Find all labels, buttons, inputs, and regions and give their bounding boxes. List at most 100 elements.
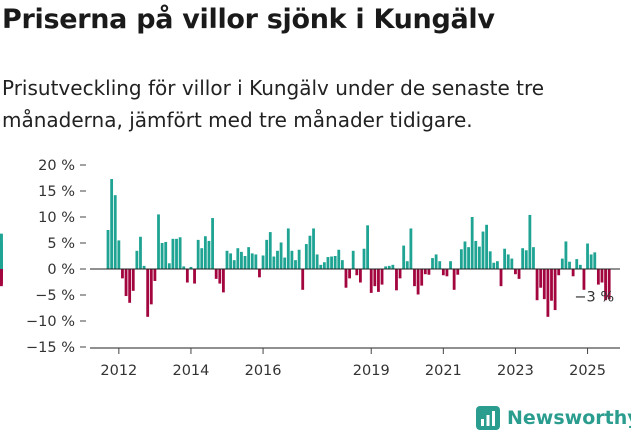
bar-positive — [135, 250, 139, 269]
bar-negative — [571, 269, 575, 277]
y-axis: 20 % 15 % 10 % 5 % 0 % −5 % −10 % −15 % — [26, 158, 86, 356]
bar-negative — [535, 269, 539, 301]
y-tick-label: −10 % — [26, 314, 75, 330]
bar-positive — [459, 249, 463, 269]
bar-negative — [398, 269, 402, 279]
y-tick-label: 15 % — [38, 184, 75, 200]
bar-negative — [193, 269, 196, 284]
bar-positive — [510, 258, 514, 269]
bar-positive — [575, 259, 579, 269]
bar-positive — [308, 235, 312, 269]
bar-negative — [222, 269, 225, 293]
bar-positive — [139, 236, 142, 269]
bar-positive — [474, 240, 478, 269]
bar-positive — [488, 251, 492, 269]
bar-positive — [268, 232, 272, 269]
bar-positive — [524, 250, 528, 269]
bar-positive — [586, 243, 589, 269]
bar-positive — [160, 243, 164, 269]
bar-positive — [470, 217, 474, 269]
bar-negative — [604, 269, 607, 301]
bar-positive — [503, 248, 507, 269]
bar-positive — [250, 253, 254, 269]
bar-negative — [600, 269, 604, 283]
bar-positive — [589, 254, 593, 269]
x-axis: 2012 2014 2016 2019 2021 2023 2025 — [100, 348, 606, 379]
bar-negative — [427, 269, 431, 275]
bar-positive — [0, 260, 3, 269]
bar-positive — [330, 256, 333, 269]
bar-negative — [124, 269, 128, 297]
x-tick-label: 2021 — [425, 363, 462, 379]
bar-positive — [312, 228, 315, 269]
bar-positive — [409, 228, 413, 269]
bar-positive — [337, 249, 341, 269]
y-tick-label: 5 % — [47, 236, 75, 252]
bar-positive — [272, 256, 276, 269]
x-tick-label: 2014 — [172, 363, 209, 379]
bar-negative — [344, 269, 348, 288]
bar-negative — [149, 269, 153, 305]
bar-negative — [517, 269, 521, 279]
bar-positive — [492, 262, 496, 269]
bar-positive — [315, 254, 319, 269]
bar-positive — [106, 230, 110, 269]
bar-negative — [441, 269, 445, 276]
bar-negative — [416, 269, 420, 295]
bar-positive — [254, 254, 258, 269]
x-tick-label: 2025 — [569, 363, 606, 379]
bar-positive — [304, 244, 308, 269]
bar-positive — [477, 246, 481, 269]
bar-positive — [175, 238, 178, 269]
bar-positive — [362, 248, 366, 269]
bar-negative — [413, 269, 416, 287]
bar-positive — [200, 248, 204, 269]
bar-negative — [553, 269, 557, 311]
bar-negative — [377, 269, 380, 292]
bar-positive — [578, 264, 582, 269]
bar-positive — [225, 250, 229, 269]
y-tick-label: 0 % — [47, 262, 75, 278]
bar-negative — [557, 269, 561, 276]
bar-negative — [355, 269, 359, 276]
bar-positive — [182, 266, 186, 269]
bar-negative — [0, 269, 3, 284]
x-tick-label: 2012 — [100, 363, 137, 379]
bar-positive — [449, 261, 452, 269]
bar-negative — [607, 269, 611, 300]
bar-negative — [348, 269, 351, 279]
bar-positive — [340, 260, 344, 269]
page-title: Priserna på villor sjönk i Kungälv — [2, 4, 495, 35]
bar-negative — [582, 269, 586, 290]
bar-positive — [481, 231, 485, 269]
bar-positive — [171, 238, 175, 269]
bar-negative — [131, 269, 135, 291]
bar-negative — [546, 269, 550, 317]
bar-negative — [218, 269, 222, 284]
bar-positive — [276, 250, 279, 269]
bar-positive — [521, 248, 525, 269]
bar-negative — [121, 269, 124, 279]
bar-positive — [167, 263, 171, 269]
bar-positive — [326, 257, 330, 269]
bar-positive — [506, 254, 510, 269]
bar-positive — [294, 260, 297, 269]
bars-group — [0, 179, 611, 317]
bar-negative — [395, 269, 398, 291]
bar-negative — [452, 269, 456, 290]
bar-positive — [178, 237, 182, 269]
bar-negative — [369, 269, 373, 293]
bar-positive — [366, 225, 370, 269]
bar-negative — [359, 269, 362, 283]
bar-positive — [142, 265, 146, 269]
x-tick-label: 2016 — [245, 363, 282, 379]
bar-positive — [467, 247, 470, 269]
y-tick-label: 10 % — [38, 210, 75, 226]
bar-positive — [319, 264, 323, 269]
bar-positive — [438, 261, 442, 269]
bar-negative — [423, 269, 427, 275]
brand-name: Newsworthy — [507, 407, 631, 429]
bar-negative — [445, 269, 449, 277]
bar-positive — [261, 255, 265, 269]
